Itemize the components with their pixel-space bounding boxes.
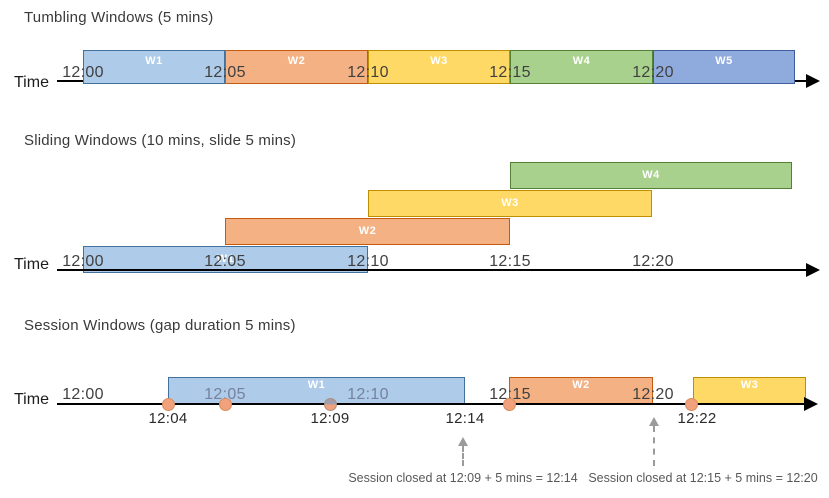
event-dot xyxy=(324,398,337,411)
session-windows-title: Session Windows (gap duration 5 mins) xyxy=(24,317,296,334)
window-rect-w3 xyxy=(368,50,510,84)
time-axis-label-session: Time xyxy=(14,391,49,408)
tick-label: 12:05 xyxy=(204,64,246,81)
tick-label: 12:00 xyxy=(62,253,104,270)
window-label-w2: W2 xyxy=(287,55,306,67)
event-dot xyxy=(162,398,175,411)
time-axis-line xyxy=(57,269,806,271)
window-label-w4: W4 xyxy=(572,55,591,67)
window-label-w3: W3 xyxy=(740,379,759,391)
session-close-arrow-head-icon xyxy=(649,417,659,426)
window-rect-w3 xyxy=(368,190,652,217)
window-label-w2: W2 xyxy=(572,379,590,391)
tick-label: 12:10 xyxy=(347,64,389,81)
session-close-arrow-line xyxy=(653,426,655,466)
tick-label: 12:05 xyxy=(204,253,246,270)
tick-label: 12:00 xyxy=(62,386,104,403)
event-dot xyxy=(503,398,516,411)
window-rect-w1 xyxy=(83,246,368,273)
tick-label: 12:20 xyxy=(632,64,674,81)
window-rect-w2 xyxy=(225,218,510,245)
window-rect-w4 xyxy=(510,50,653,84)
window-label-w1: W1 xyxy=(216,253,235,265)
tick-label: 12:10 xyxy=(347,386,389,403)
session-close-annotation: Session closed at 12:15 + 5 mins = 12:20 xyxy=(588,471,818,485)
window-rect-w4 xyxy=(510,162,792,189)
window-label-w4: W4 xyxy=(642,169,660,181)
event-dot xyxy=(685,398,698,411)
tick-label: 12:05 xyxy=(204,386,246,403)
window-rect-w5 xyxy=(653,50,795,84)
window-label-w3: W3 xyxy=(430,55,448,67)
time-axis-label-tumbling: Time xyxy=(14,74,49,91)
window-label-w5: W5 xyxy=(715,55,733,67)
event-dot xyxy=(219,398,232,411)
window-label-w1: W1 xyxy=(145,55,163,67)
tick-label: 12:15 xyxy=(489,64,531,81)
tick-label: 12:10 xyxy=(347,253,389,270)
time-axis-arrowhead-icon xyxy=(804,397,818,411)
tick-label: 12:00 xyxy=(62,64,104,81)
event-time-label: 12:14 xyxy=(445,410,485,427)
sliding-windows-title: Sliding Windows (10 mins, slide 5 mins) xyxy=(24,132,297,149)
event-time-label: 12:09 xyxy=(310,410,350,427)
tick-label: 12:15 xyxy=(489,253,531,270)
session-close-annotation: Session closed at 12:09 + 5 mins = 12:14 xyxy=(348,471,578,485)
window-label-w1: W1 xyxy=(307,379,326,391)
time-axis-arrowhead-icon xyxy=(806,74,820,88)
time-axis-arrowhead-icon xyxy=(806,263,820,277)
tick-label: 12:15 xyxy=(489,386,531,403)
tick-label: 12:20 xyxy=(632,253,674,270)
event-time-label: 12:22 xyxy=(677,410,717,427)
window-rect-w1 xyxy=(83,50,225,84)
event-time-label: 12:04 xyxy=(148,410,188,427)
time-axis-line xyxy=(57,403,804,405)
tick-label: 12:20 xyxy=(632,386,674,403)
window-rect-w1 xyxy=(168,377,465,404)
window-label-w3: W3 xyxy=(501,197,519,209)
window-rect-w2 xyxy=(225,50,368,84)
session-close-arrow-line xyxy=(462,446,464,466)
time-axis-label-sliding: Time xyxy=(14,256,49,273)
window-rect-w3 xyxy=(693,377,806,404)
tumbling-windows-title: Tumbling Windows (5 mins) xyxy=(24,9,214,26)
window-label-w2: W2 xyxy=(358,225,377,237)
session-close-arrow-head-icon xyxy=(458,437,468,446)
